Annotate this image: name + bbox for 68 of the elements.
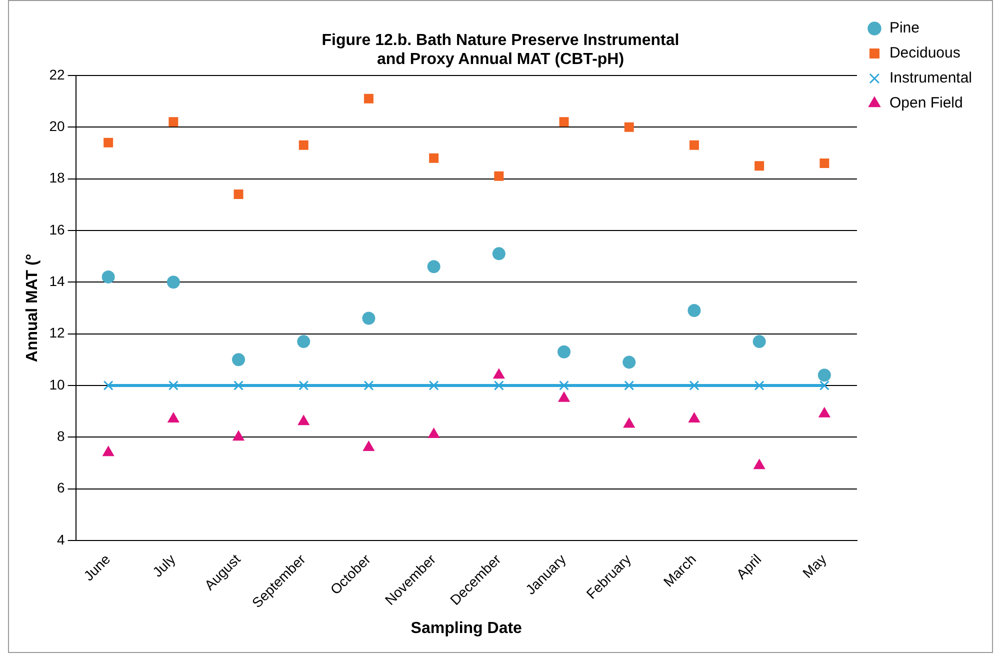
- point: [622, 356, 636, 369]
- point: [104, 138, 114, 148]
- point: [688, 304, 701, 318]
- point: [624, 122, 634, 132]
- point: [102, 270, 115, 284]
- point: [234, 380, 244, 390]
- point: [559, 117, 569, 127]
- point: [298, 140, 308, 150]
- point: [818, 407, 830, 418]
- point: [362, 312, 376, 325]
- y-tick-label: 18: [49, 170, 65, 186]
- point: [623, 418, 635, 428]
- point: [494, 171, 504, 181]
- point: [689, 140, 699, 150]
- point: [364, 380, 374, 390]
- y-tick-label: 6: [56, 480, 65, 496]
- point: [429, 153, 439, 163]
- point: [428, 380, 439, 390]
- point: [688, 412, 700, 423]
- point: [103, 380, 114, 390]
- point: [363, 440, 374, 451]
- point: [364, 94, 374, 104]
- point: [168, 117, 178, 127]
- y-tick-label: 8: [56, 428, 65, 444]
- legend-label: Pine: [889, 20, 920, 37]
- x-axis-title: Sampling Date: [410, 620, 522, 637]
- point: [428, 428, 440, 438]
- point: [166, 276, 180, 289]
- y-tick-label: 22: [49, 66, 65, 82]
- point: [819, 380, 830, 390]
- point: [427, 260, 440, 274]
- point: [820, 158, 830, 168]
- point: [168, 380, 178, 390]
- legend-label: Deciduous: [889, 44, 960, 62]
- point: [168, 412, 180, 423]
- point: [754, 161, 764, 171]
- point: [558, 345, 571, 358]
- point: [298, 380, 309, 390]
- point: [559, 380, 570, 390]
- point: [232, 353, 246, 366]
- point: [298, 415, 310, 426]
- point: [297, 335, 310, 348]
- point: [102, 446, 114, 456]
- point: [234, 190, 244, 199]
- point: [232, 430, 244, 441]
- x-tick-label: July: [149, 550, 178, 580]
- y-tick-label: 12: [49, 324, 65, 341]
- x-tick-label: May: [799, 550, 830, 581]
- y-tick-label: 16: [49, 221, 65, 238]
- legend-label: Instrumental: [889, 70, 972, 87]
- point: [624, 380, 634, 390]
- point: [818, 368, 831, 382]
- y-axis-title: Annual MAT (°: [24, 254, 42, 362]
- point: [689, 380, 700, 390]
- text: and Proxy Annual MAT (CBT-pH): [376, 51, 624, 68]
- y-tick-label: 10: [49, 376, 65, 392]
- point: [558, 392, 570, 402]
- point: [754, 380, 764, 390]
- text: Figure 12.b. Bath Nature Preserve Instrumental: [322, 32, 680, 50]
- point: [492, 247, 506, 260]
- y-tick-label: 14: [49, 272, 65, 289]
- point: [493, 368, 505, 379]
- y-tick-label: 4: [56, 531, 65, 548]
- y-tick-label: 20: [49, 118, 65, 134]
- legend-label: Open Field: [889, 94, 963, 112]
- point: [754, 459, 766, 470]
- point: [752, 335, 766, 348]
- point: [494, 380, 504, 390]
